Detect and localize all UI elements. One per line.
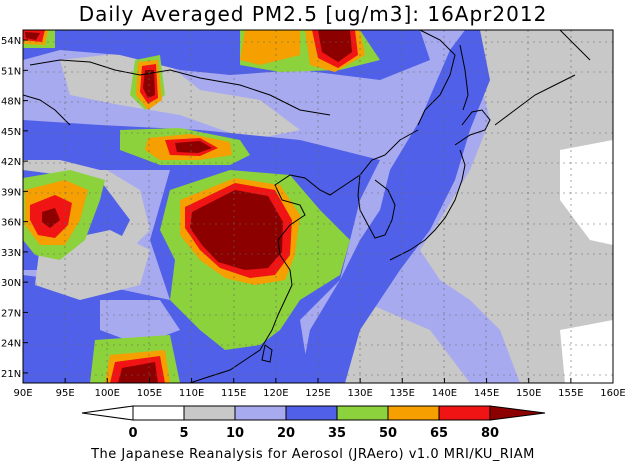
darkred-north xyxy=(175,141,212,153)
grey-region-north xyxy=(60,50,300,140)
lat-tick-label: 33N xyxy=(1,248,21,259)
lon-tick-label: 120E xyxy=(263,388,288,399)
lon-tick-label: 100E xyxy=(95,388,120,399)
grey-region-east xyxy=(420,30,613,383)
lon-tick-label: 105E xyxy=(137,388,162,399)
white-region-east xyxy=(560,140,613,245)
darkred-central xyxy=(190,190,283,270)
colorbar-segment-50-65 xyxy=(387,405,440,421)
lat-tick-label: 42N xyxy=(1,157,21,168)
axis-tick-marks xyxy=(22,39,614,383)
coastline-russia xyxy=(417,30,456,126)
border-west xyxy=(23,94,71,126)
lon-tick-label: 115E xyxy=(221,388,246,399)
lat-tick-label: 45N xyxy=(1,127,21,138)
lon-tick-label: 150E xyxy=(516,388,541,399)
lat-tick-label: 36N xyxy=(1,218,21,229)
coastline-taiwan xyxy=(261,344,273,363)
white-region-southeast xyxy=(560,320,613,383)
colorbar-level-label: 80 xyxy=(481,426,499,441)
colorbar-labels: 0 5 10 20 35 50 65 80 xyxy=(128,426,499,441)
coastline-japan-hokkaido xyxy=(454,109,491,146)
colorbar-segment-35-50 xyxy=(336,405,389,421)
darkred-northwest xyxy=(25,32,40,40)
colorbar-level-label: 35 xyxy=(328,426,346,441)
coastline-japan-honshu xyxy=(389,149,466,261)
lon-tick-labels: 90E 95E 100E 105E 110E 115E 120E 125E 130E 135E 14… xyxy=(13,388,625,399)
lat-tick-label: 21N xyxy=(1,369,21,380)
darkred-west xyxy=(42,208,60,228)
coastline-kuril xyxy=(494,74,576,126)
lon-tick-label: 130E xyxy=(347,388,372,399)
map-title: Daily Averaged PM2.5 [ug/m3]: 16Apr2012 xyxy=(78,2,548,26)
coastline-kamchatka xyxy=(559,30,591,61)
lon-tick-label: 140E xyxy=(432,388,457,399)
credit-line: The Japanese Reanalysis for Aerosol (JRA… xyxy=(91,447,535,462)
lon-tick-label: 110E xyxy=(179,388,204,399)
darkred-south xyxy=(118,362,158,383)
colorbar-level-label: 50 xyxy=(379,426,397,441)
colorbar-level-label: 65 xyxy=(430,426,448,441)
lon-tick-label: 145E xyxy=(474,388,499,399)
contour-field xyxy=(23,30,613,383)
colorbar-segment-5-10 xyxy=(183,405,236,421)
lon-tick-label: 95E xyxy=(56,388,75,399)
colorbar-level-label: 10 xyxy=(226,426,244,441)
lat-tick-label: 54N xyxy=(1,36,21,47)
coastlines xyxy=(23,30,591,383)
lon-tick-label: 155E xyxy=(558,388,583,399)
colorbar-level-label: 20 xyxy=(277,426,295,441)
lat-tick-label: 30N xyxy=(1,278,21,289)
coastline-korea xyxy=(357,174,396,239)
colorbar xyxy=(81,405,546,421)
lat-tick-label: 24N xyxy=(1,339,21,350)
lat-tick-label: 51N xyxy=(1,66,21,77)
border-mongolia xyxy=(29,59,331,116)
lon-tick-label: 160E xyxy=(600,388,625,399)
colorbar-segment-20-35 xyxy=(285,405,338,421)
grey-patch-south xyxy=(100,300,180,345)
coastline-china xyxy=(189,129,419,383)
lat-tick-label: 39N xyxy=(1,187,21,198)
lon-tick-label: 90E xyxy=(13,388,32,399)
colorbar-segment-gt80 xyxy=(489,405,546,421)
lon-tick-label: 135E xyxy=(390,388,415,399)
colorbar-segment-65-80 xyxy=(438,405,491,421)
orange-northeast xyxy=(240,30,300,65)
lat-tick-label: 27N xyxy=(1,308,21,319)
darkred-northeast xyxy=(318,30,352,62)
lat-tick-labels: 21N 24N 27N 30N 33N 36N 39N 42N 45N 48N 51N 54N xyxy=(1,36,21,380)
coastline-sakhalin xyxy=(459,44,469,111)
lat-tick-label: 48N xyxy=(1,97,21,108)
lon-tick-label: 125E xyxy=(305,388,330,399)
colorbar-segment-lt0 xyxy=(81,405,134,421)
colorbar-segment-0-5 xyxy=(132,405,185,421)
colorbar-level-label: 5 xyxy=(179,426,188,441)
colorbar-segment-10-20 xyxy=(234,405,287,421)
gridlines xyxy=(23,30,613,383)
colorbar-level-label: 0 xyxy=(128,426,137,441)
